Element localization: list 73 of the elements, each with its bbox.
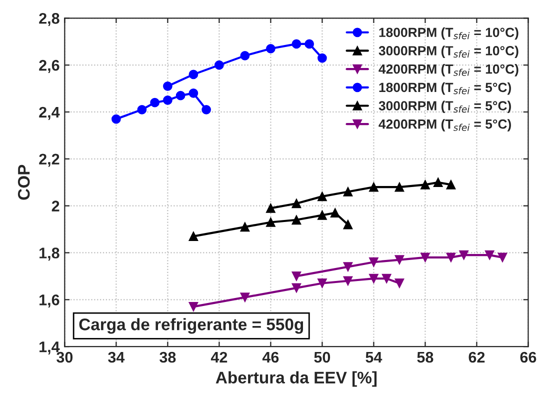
x-tick-label: 42: [210, 352, 228, 363]
point: [163, 96, 172, 105]
x-tick-label: 50: [314, 352, 330, 363]
legend-label: 4200RPM (T$_{sfei}$ = 5°C): [378, 119, 511, 132]
point: [292, 283, 302, 293]
point: [394, 182, 404, 192]
point: [318, 210, 327, 220]
point: [266, 218, 276, 227]
legend-label: 1800RPM (T$_{sfei}$ = 10°C): [379, 27, 518, 40]
point: [292, 215, 302, 225]
point: [188, 232, 198, 242]
point: [214, 60, 224, 70]
legend-label: 1800RPM (T$_{sfei}$ = 5°C): [379, 82, 511, 95]
legend-label: 3000RPM (T$_{sfei}$ = 5°C): [378, 100, 511, 114]
point: [394, 278, 404, 288]
x-tick-label: 54: [366, 352, 382, 363]
point: [433, 178, 443, 188]
x-tick-label: 46: [262, 352, 279, 363]
point: [112, 114, 121, 124]
point: [292, 39, 302, 49]
y-tick-label: 1,6: [40, 294, 60, 308]
point: [266, 203, 276, 213]
legend-label: 4200RPM (T$_{sfei}$ = 10°C): [378, 64, 518, 76]
point: [240, 292, 250, 302]
legend-label: 3000RPM (T$_{sfei}$ = 10°C): [378, 46, 518, 58]
x-tick-label: 66: [520, 352, 536, 363]
point: [343, 187, 353, 196]
x-tick-label: 38: [160, 352, 176, 363]
point: [266, 44, 276, 54]
point: [446, 252, 456, 262]
point: [369, 274, 378, 284]
y-tick-label: 1,8: [40, 248, 60, 261]
point: [318, 278, 327, 288]
x-axis-title: Abertura da EEV [%]: [216, 371, 377, 387]
point: [318, 53, 327, 63]
point: [343, 262, 353, 272]
point: [188, 302, 198, 312]
point: [176, 90, 186, 100]
y-tick-label: 2,4: [39, 106, 60, 120]
point: [188, 70, 198, 80]
y-axis-title: COP: [18, 164, 30, 200]
point: [150, 98, 160, 108]
y-tick-label: 2,6: [39, 60, 60, 73]
point: [330, 208, 340, 218]
point: [343, 220, 353, 230]
point: [292, 272, 302, 281]
point: [369, 257, 378, 267]
point: [292, 198, 302, 208]
point: [163, 81, 172, 91]
point: [137, 104, 147, 114]
point: [304, 39, 314, 49]
point: [369, 182, 378, 192]
point: [240, 50, 250, 60]
x-tick-label: 34: [108, 352, 125, 363]
point: [382, 274, 392, 284]
x-tick-label: 62: [468, 352, 485, 363]
point: [420, 252, 430, 262]
point: [420, 180, 430, 190]
point: [188, 88, 198, 98]
y-tick-label: 2,2: [39, 154, 60, 167]
x-tick-label: 58: [417, 352, 434, 363]
point: [240, 222, 250, 232]
point: [498, 252, 508, 262]
point: [484, 250, 494, 260]
point: [446, 180, 456, 190]
y-tick-label: 2,8: [39, 13, 60, 26]
annotation: Carga de refrigerante = 550g: [79, 318, 304, 334]
point: [459, 250, 469, 260]
point: [343, 276, 353, 286]
y-tick-label: 2: [52, 200, 60, 212]
point: [394, 255, 404, 264]
point: [202, 104, 212, 114]
point: [318, 192, 327, 202]
